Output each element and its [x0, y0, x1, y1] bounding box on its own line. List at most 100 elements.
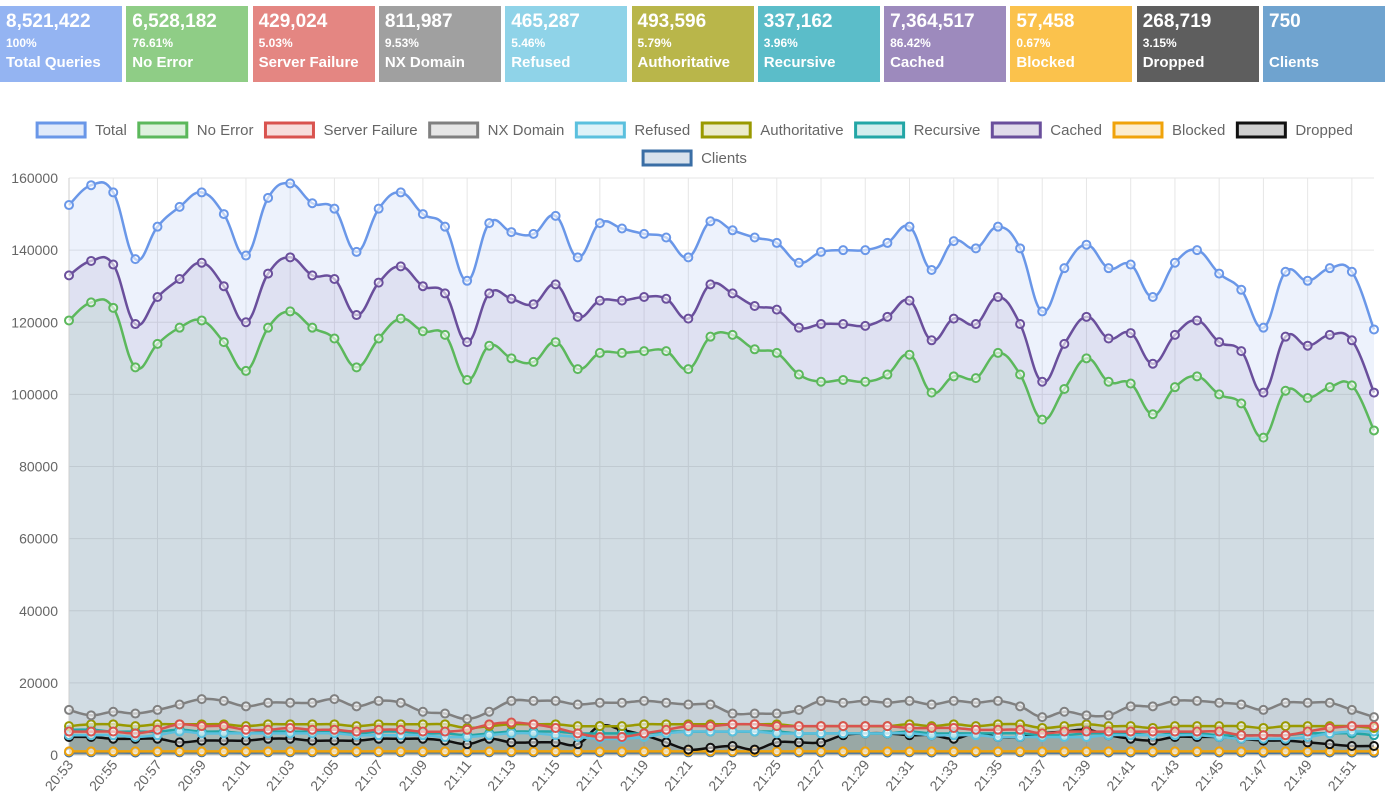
point-blocked [174, 746, 185, 757]
legend-item-total: Total [35, 121, 127, 139]
point-no-error [572, 364, 583, 375]
point-blocked [152, 746, 163, 757]
stat-value: 465,287 [511, 11, 580, 32]
point-total [1059, 263, 1070, 274]
point-server-failure [1015, 724, 1026, 735]
point-cached [373, 277, 384, 288]
legend-swatch [990, 121, 1042, 139]
point-nx-domain [64, 704, 74, 715]
point-total [64, 200, 74, 211]
point-nx-domain [1236, 699, 1247, 710]
point-server-failure [329, 724, 340, 735]
point-server-failure [572, 728, 583, 739]
point-blocked [816, 746, 827, 757]
point-total [1369, 324, 1379, 335]
point-no-error [550, 337, 561, 348]
point-blocked [992, 746, 1003, 757]
point-cached [948, 313, 959, 324]
point-no-error [1125, 378, 1136, 389]
point-server-failure [948, 722, 959, 733]
point-blocked [528, 746, 539, 757]
legend-label: No Error [197, 122, 254, 139]
point-cached [1015, 319, 1026, 330]
point-total [218, 209, 229, 220]
point-total [970, 243, 981, 254]
point-server-failure [285, 722, 296, 733]
point-total [506, 227, 517, 238]
point-total [1236, 284, 1247, 295]
point-blocked [218, 746, 229, 757]
point-cached [130, 319, 141, 330]
point-total [816, 246, 827, 257]
point-cached [528, 299, 539, 310]
point-blocked [440, 746, 451, 757]
y-tick-label: 0 [50, 747, 58, 763]
point-nx-domain [417, 706, 428, 717]
point-server-failure [307, 724, 318, 735]
point-total [351, 246, 362, 257]
stat-label: Server Failure [258, 54, 359, 71]
point-total [1037, 306, 1048, 317]
point-cached [440, 288, 451, 299]
point-no-error [1302, 392, 1313, 403]
point-nx-domain [462, 713, 473, 724]
point-authoritative [616, 721, 627, 732]
stat-label: Dropped [1142, 54, 1205, 71]
point-total [838, 245, 849, 256]
point-cached [1192, 315, 1203, 326]
point-cached [1169, 329, 1180, 340]
chart-grid [68, 177, 1374, 756]
stat-label: No Error [132, 54, 194, 71]
point-dropped [1324, 739, 1335, 750]
point-cached [926, 335, 937, 346]
point-server-failure [506, 717, 517, 728]
point-cached [838, 319, 849, 330]
point-total [550, 210, 561, 221]
point-cached [1369, 387, 1379, 398]
point-blocked [108, 746, 119, 757]
point-nx-domain [793, 704, 804, 715]
point-no-error [594, 347, 605, 358]
point-no-error [174, 322, 185, 333]
point-server-failure [727, 719, 738, 730]
point-dropped [727, 740, 738, 751]
point-nx-domain [727, 708, 738, 719]
point-blocked [395, 746, 406, 757]
x-tick-label: 21:13 [484, 756, 519, 793]
point-nx-domain [152, 704, 163, 715]
point-authoritative [1236, 721, 1247, 732]
x-tick-label: 21:45 [1192, 756, 1227, 793]
point-cached [240, 317, 251, 328]
stat-percent [1269, 36, 1379, 50]
x-tick-label: 21:11 [440, 756, 474, 792]
point-blocked [240, 746, 251, 757]
x-tick-label: 21:07 [351, 756, 386, 793]
point-server-failure [484, 719, 495, 730]
point-blocked [1059, 746, 1070, 757]
point-total [285, 178, 296, 189]
point-no-error [506, 353, 517, 364]
point-nx-domain [1192, 695, 1203, 706]
point-total [329, 203, 340, 214]
point-server-failure [1125, 726, 1136, 737]
point-blocked [1280, 746, 1291, 757]
series-no-error [64, 297, 1379, 443]
x-tick-label: 21:47 [1236, 756, 1271, 793]
stat-no-error: 6,528,182 76.61% No Error [126, 6, 249, 82]
point-no-error [240, 365, 251, 376]
point-cached [484, 288, 495, 299]
x-tick-label: 20:57 [130, 756, 165, 793]
x-tick-label: 21:37 [1015, 756, 1050, 793]
point-nx-domain [1081, 710, 1092, 721]
point-nx-domain [440, 708, 451, 719]
point-server-failure [1324, 722, 1335, 733]
point-total [1103, 263, 1114, 274]
point-no-error [749, 344, 760, 355]
point-blocked [838, 746, 849, 757]
x-tick-label: 21:41 [1103, 756, 1138, 793]
point-dropped [528, 737, 539, 748]
point-no-error [992, 347, 1003, 358]
stat-value: 429,024 [258, 11, 328, 32]
point-server-failure [683, 721, 694, 732]
stat-value: 337,162 [763, 11, 833, 32]
